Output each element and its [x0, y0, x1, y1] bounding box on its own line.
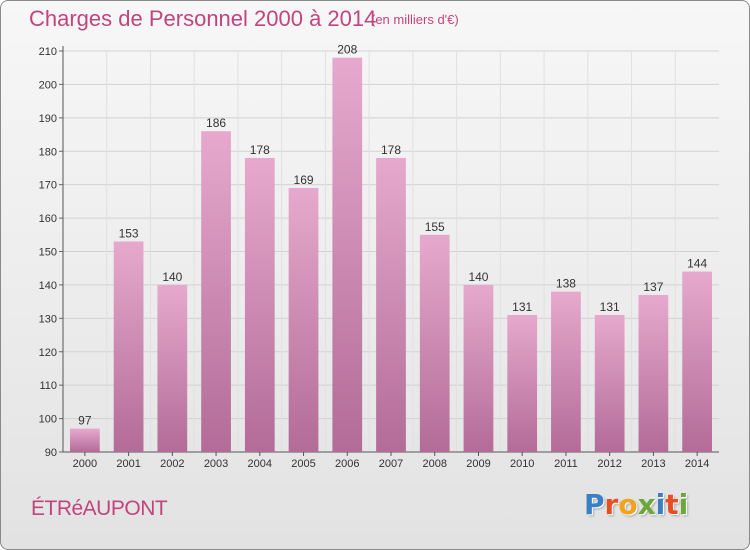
y-tick-label: 190 — [39, 113, 57, 125]
data-label: 97 — [78, 414, 92, 428]
x-tick-label: 2008 — [422, 458, 446, 470]
y-tick-label: 170 — [39, 180, 57, 192]
x-tick-label: 2014 — [685, 458, 709, 470]
data-label: 131 — [512, 300, 532, 314]
y-tick-label: 150 — [39, 247, 57, 259]
bar — [376, 157, 406, 452]
bar — [69, 428, 100, 452]
bar — [682, 271, 713, 452]
y-tick-label: 120 — [39, 347, 57, 359]
x-tick-label: 2010 — [510, 458, 534, 470]
x-tick-label: 2007 — [379, 458, 403, 470]
bar — [201, 131, 231, 452]
brand-logo: Proxiti — [584, 488, 688, 521]
x-tick-label: 2011 — [554, 458, 578, 470]
bar — [638, 294, 669, 452]
brand-letter: i — [678, 488, 689, 521]
y-tick-label: 100 — [39, 414, 57, 426]
y-tick-label: 160 — [39, 213, 57, 225]
x-tick-label: 2005 — [291, 458, 315, 470]
x-tick-label: 2004 — [248, 458, 272, 470]
bar — [244, 157, 275, 452]
data-label: 131 — [600, 300, 620, 314]
data-label: 178 — [250, 143, 270, 157]
x-tick-label: 2012 — [597, 458, 621, 470]
x-tick-label: 2009 — [466, 458, 490, 470]
chart-unit: (en milliers d'€) — [371, 12, 459, 27]
data-label: 144 — [687, 257, 707, 271]
y-tick-label: 140 — [39, 280, 57, 292]
chart-title: Charges de Personnel 2000 à 2014 — [29, 6, 377, 31]
data-label: 169 — [294, 173, 314, 187]
bar — [288, 188, 319, 452]
brand-letter: r — [604, 488, 619, 521]
x-tick-label: 2003 — [204, 458, 228, 470]
x-tick-label: 2013 — [641, 458, 665, 470]
y-tick-label: 110 — [39, 380, 57, 392]
y-tick-label: 210 — [39, 46, 57, 58]
bar — [113, 241, 144, 452]
bar — [594, 314, 625, 452]
bar — [463, 284, 494, 452]
bar — [419, 234, 450, 452]
data-label: 186 — [206, 116, 226, 130]
brand-letter: o — [618, 488, 638, 521]
bars — [69, 57, 713, 452]
data-label: 153 — [119, 226, 139, 240]
data-label: 178 — [381, 143, 401, 157]
x-tick-label: 2001 — [116, 458, 140, 470]
bar — [507, 314, 538, 452]
data-label: 140 — [162, 270, 182, 284]
place-name: ÉTRéAUPONT — [31, 497, 168, 520]
y-tick-label: 130 — [39, 313, 57, 325]
x-tick-label: 2006 — [335, 458, 359, 470]
data-label: 138 — [556, 277, 576, 291]
data-label: 208 — [337, 43, 357, 57]
bar — [157, 284, 188, 452]
data-label: 137 — [643, 280, 663, 294]
brand-letter: P — [584, 488, 605, 521]
brand-letter: t — [665, 488, 679, 521]
brand-letter: x — [637, 488, 656, 521]
y-tick-label: 200 — [39, 79, 57, 91]
x-tick-label: 2002 — [160, 458, 184, 470]
y-tick-label: 180 — [39, 146, 57, 158]
y-tick-label: 90 — [45, 447, 57, 459]
brand-letter: i — [655, 488, 666, 521]
data-label: 155 — [425, 220, 445, 234]
x-tick-label: 2000 — [73, 458, 97, 470]
data-label: 140 — [468, 270, 488, 284]
bar — [332, 57, 363, 452]
labels: 90 100 110 120 130 140 150 160 170 180 190 200 210 97… — [39, 43, 710, 470]
bar — [551, 291, 581, 452]
